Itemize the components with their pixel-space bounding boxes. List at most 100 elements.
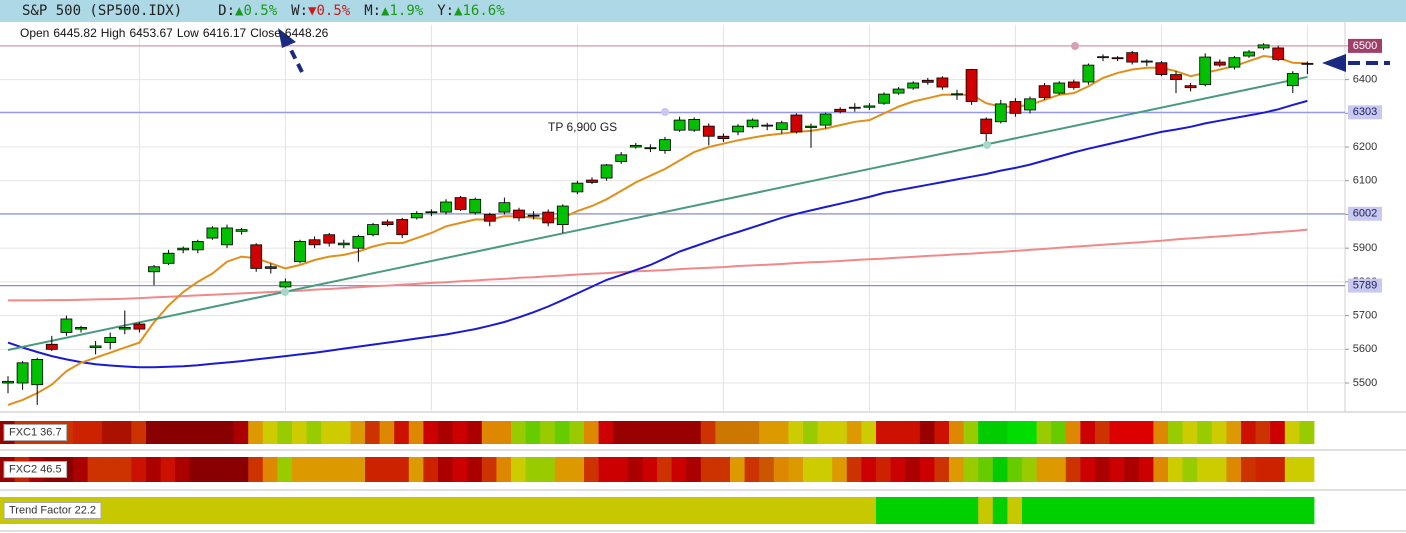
heat-cell bbox=[934, 421, 950, 444]
heat-cell bbox=[160, 497, 176, 524]
heat-cell bbox=[949, 421, 964, 444]
indicator-label-box bbox=[3, 502, 102, 519]
heat-cell bbox=[87, 421, 103, 444]
heat-cell bbox=[1211, 457, 1227, 482]
candle-body bbox=[425, 211, 438, 214]
heat-cell bbox=[627, 497, 643, 524]
heat-cell bbox=[744, 497, 760, 524]
marker bbox=[661, 108, 669, 116]
heat-cell bbox=[189, 497, 205, 524]
heat-cell bbox=[642, 421, 658, 444]
heat-cell bbox=[773, 421, 789, 444]
candle-body bbox=[702, 125, 715, 137]
candle-body bbox=[732, 125, 744, 133]
heat-cell bbox=[1124, 497, 1140, 524]
y-tick-label: 6400 bbox=[1353, 74, 1377, 86]
heat-cell bbox=[598, 421, 614, 444]
heat-cell bbox=[1255, 421, 1271, 444]
heat-cell bbox=[481, 421, 497, 444]
heat-cell bbox=[1080, 421, 1096, 444]
heat-cell bbox=[219, 497, 234, 524]
candle-body bbox=[1243, 51, 1255, 57]
heat-cell bbox=[642, 497, 658, 524]
heat-cell bbox=[992, 457, 1008, 482]
candle-body bbox=[469, 198, 482, 214]
indicator-label: Trend Factor 22.2 bbox=[9, 504, 96, 516]
heat-cell bbox=[1299, 421, 1315, 444]
heat-cell bbox=[452, 421, 468, 444]
heat-cell bbox=[700, 421, 716, 444]
level-label: 6500 bbox=[1353, 40, 1377, 52]
change-value: ▲0.5% bbox=[235, 3, 278, 19]
change-label: M: bbox=[364, 3, 382, 19]
candle-body bbox=[148, 266, 160, 273]
candle-body bbox=[1170, 74, 1182, 81]
heat-cell bbox=[759, 421, 775, 444]
heat-cell bbox=[963, 457, 979, 482]
heat-cell bbox=[627, 457, 643, 482]
candle-body bbox=[352, 235, 365, 249]
heat-cell bbox=[992, 421, 1008, 444]
change-label: W: bbox=[291, 3, 309, 19]
heat-cell bbox=[248, 421, 264, 444]
heat-cell bbox=[846, 421, 862, 444]
heat-cell bbox=[1226, 497, 1242, 524]
heat-cell bbox=[963, 497, 979, 524]
candle-body bbox=[746, 119, 759, 128]
candle-body bbox=[790, 114, 803, 133]
heat-cell bbox=[569, 457, 585, 482]
heat-cell bbox=[613, 421, 629, 444]
heat-cell bbox=[1153, 421, 1169, 444]
heat-cell bbox=[817, 497, 833, 524]
candle-body bbox=[323, 234, 336, 244]
candle-body bbox=[221, 227, 233, 246]
heat-cell bbox=[1255, 457, 1271, 482]
candle-body bbox=[994, 103, 1007, 123]
heat-cell bbox=[379, 497, 395, 524]
heat-cell bbox=[730, 497, 745, 524]
candle-body bbox=[206, 227, 219, 239]
heat-cell bbox=[233, 457, 249, 482]
heat-cell bbox=[292, 421, 307, 444]
heat-cell bbox=[160, 421, 176, 444]
heat-cell bbox=[116, 497, 132, 524]
heat-cell bbox=[905, 421, 921, 444]
heat-cell bbox=[1022, 497, 1037, 524]
candle-body bbox=[498, 202, 511, 213]
heat-cell bbox=[992, 497, 1008, 524]
arrow-head bbox=[1322, 54, 1346, 72]
heat-cell bbox=[613, 497, 629, 524]
candle-body bbox=[688, 118, 701, 131]
candle-body bbox=[1024, 98, 1036, 111]
heat-cell bbox=[438, 421, 453, 444]
candle-body bbox=[89, 345, 102, 349]
heat-cell bbox=[525, 497, 541, 524]
heat-cell bbox=[598, 497, 614, 524]
heat-cell bbox=[175, 457, 191, 482]
heat-cell bbox=[365, 457, 380, 482]
candle-body bbox=[659, 139, 671, 151]
candle-body bbox=[673, 119, 686, 131]
ohlc-value: 6445.82 bbox=[53, 26, 97, 40]
heat-cell bbox=[219, 421, 234, 444]
heat-cell bbox=[350, 457, 366, 482]
heat-cell bbox=[1109, 497, 1125, 524]
heat-cell bbox=[73, 457, 88, 482]
heat-cell bbox=[1284, 497, 1300, 524]
heat-cell bbox=[1065, 457, 1081, 482]
heat-cell bbox=[978, 497, 994, 524]
heat-cell bbox=[467, 497, 483, 524]
heat-cell bbox=[919, 497, 935, 524]
heat-cell bbox=[219, 457, 234, 482]
heat-cell bbox=[277, 457, 293, 482]
candle-body bbox=[586, 179, 598, 183]
heat-cell bbox=[1182, 457, 1198, 482]
heat-cell bbox=[919, 421, 935, 444]
heat-cell bbox=[584, 421, 599, 444]
heat-cell bbox=[408, 421, 424, 444]
candle-body bbox=[717, 135, 730, 140]
level-label: 6303 bbox=[1353, 106, 1377, 118]
y-tick-label: 5700 bbox=[1353, 310, 1377, 322]
heat-cell bbox=[788, 457, 804, 482]
moving-average bbox=[7, 54, 1308, 406]
